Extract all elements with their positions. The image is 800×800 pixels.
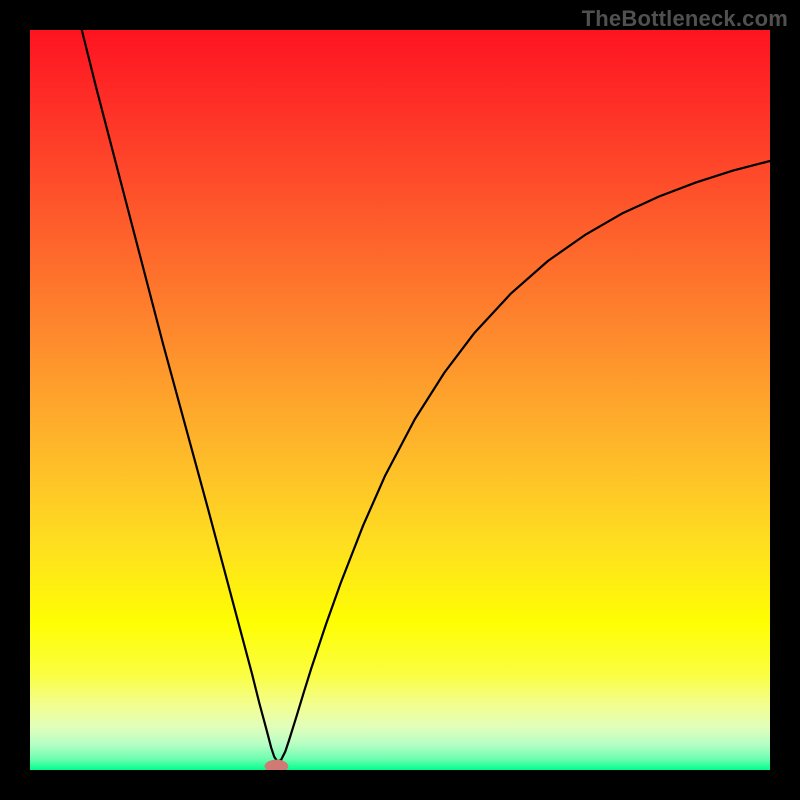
watermark-text: TheBottleneck.com xyxy=(582,6,788,32)
bottleneck-chart xyxy=(30,30,770,770)
chart-background xyxy=(30,30,770,770)
plot-area xyxy=(30,30,770,770)
